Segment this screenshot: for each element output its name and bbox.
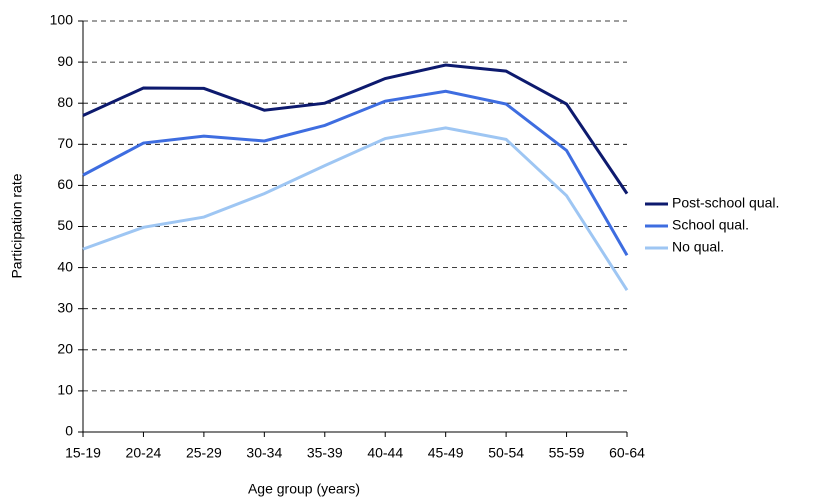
legend-label: No qual. — [672, 239, 724, 255]
y-tick-label: 0 — [65, 423, 73, 439]
y-tick-label: 80 — [57, 94, 73, 110]
y-tick-label: 60 — [57, 176, 73, 192]
x-tick-label: 15-19 — [65, 445, 101, 461]
y-tick-label: 90 — [57, 53, 73, 69]
line-series — [82, 63, 629, 195]
legend-label: School qual. — [672, 217, 749, 233]
y-tick-label: 20 — [57, 341, 73, 357]
y-tick-label: 50 — [57, 217, 73, 233]
x-tick-label: 30-34 — [246, 445, 282, 461]
x-tick-label: 20-24 — [126, 445, 162, 461]
x-tick-label: 50-54 — [488, 445, 524, 461]
x-tick-label: 35-39 — [307, 445, 343, 461]
x-tick-label: 40-44 — [367, 445, 403, 461]
y-tick-label: 30 — [57, 299, 73, 315]
line-series — [82, 126, 629, 292]
x-tick-label: 25-29 — [186, 445, 222, 461]
y-tick-label: 10 — [57, 382, 73, 398]
legend-label: Post-school qual. — [672, 195, 779, 211]
y-tick-label: 70 — [57, 135, 73, 151]
y-tick-label: 40 — [57, 258, 73, 274]
y-axis-title: Participation rate — [9, 173, 25, 278]
x-tick-label: 60-64 — [609, 445, 645, 461]
x-tick-label: 55-59 — [549, 445, 585, 461]
x-tick-label: 45-49 — [428, 445, 464, 461]
y-tick-label: 100 — [50, 12, 74, 28]
line-series — [82, 89, 629, 257]
x-axis-title: Age group (years) — [248, 481, 360, 497]
